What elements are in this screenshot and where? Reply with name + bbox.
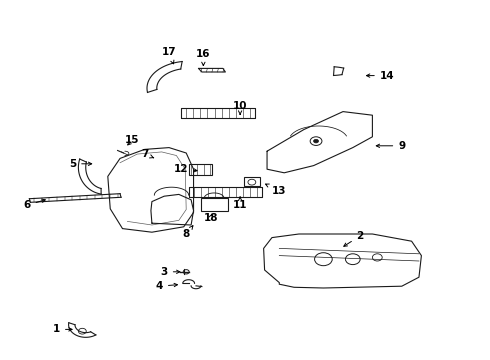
Bar <box>244 177 260 186</box>
Bar <box>201 198 228 211</box>
Text: 13: 13 <box>266 184 287 196</box>
Text: 14: 14 <box>367 71 394 81</box>
Text: 10: 10 <box>233 101 247 114</box>
Text: 6: 6 <box>24 199 45 210</box>
Text: 17: 17 <box>162 47 176 64</box>
Text: 3: 3 <box>161 267 180 277</box>
Text: 12: 12 <box>174 164 197 174</box>
Text: 8: 8 <box>183 226 193 239</box>
Text: 2: 2 <box>344 231 364 246</box>
Text: 4: 4 <box>155 281 177 291</box>
Text: 9: 9 <box>376 141 405 151</box>
Text: 1: 1 <box>53 324 72 334</box>
Bar <box>189 164 212 175</box>
Text: 7: 7 <box>141 149 154 159</box>
Text: 16: 16 <box>196 49 211 66</box>
Text: 18: 18 <box>203 213 218 223</box>
Text: 11: 11 <box>233 197 247 210</box>
Text: 5: 5 <box>69 159 92 169</box>
Text: 15: 15 <box>125 135 140 145</box>
Circle shape <box>314 139 318 143</box>
